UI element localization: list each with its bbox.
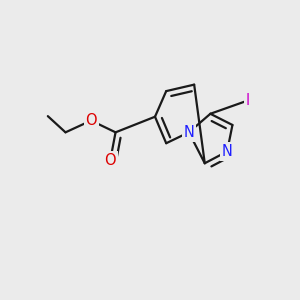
Text: O: O <box>104 153 116 168</box>
Text: I: I <box>246 93 250 108</box>
Text: N: N <box>222 144 232 159</box>
Text: N: N <box>183 125 194 140</box>
Text: O: O <box>85 113 97 128</box>
